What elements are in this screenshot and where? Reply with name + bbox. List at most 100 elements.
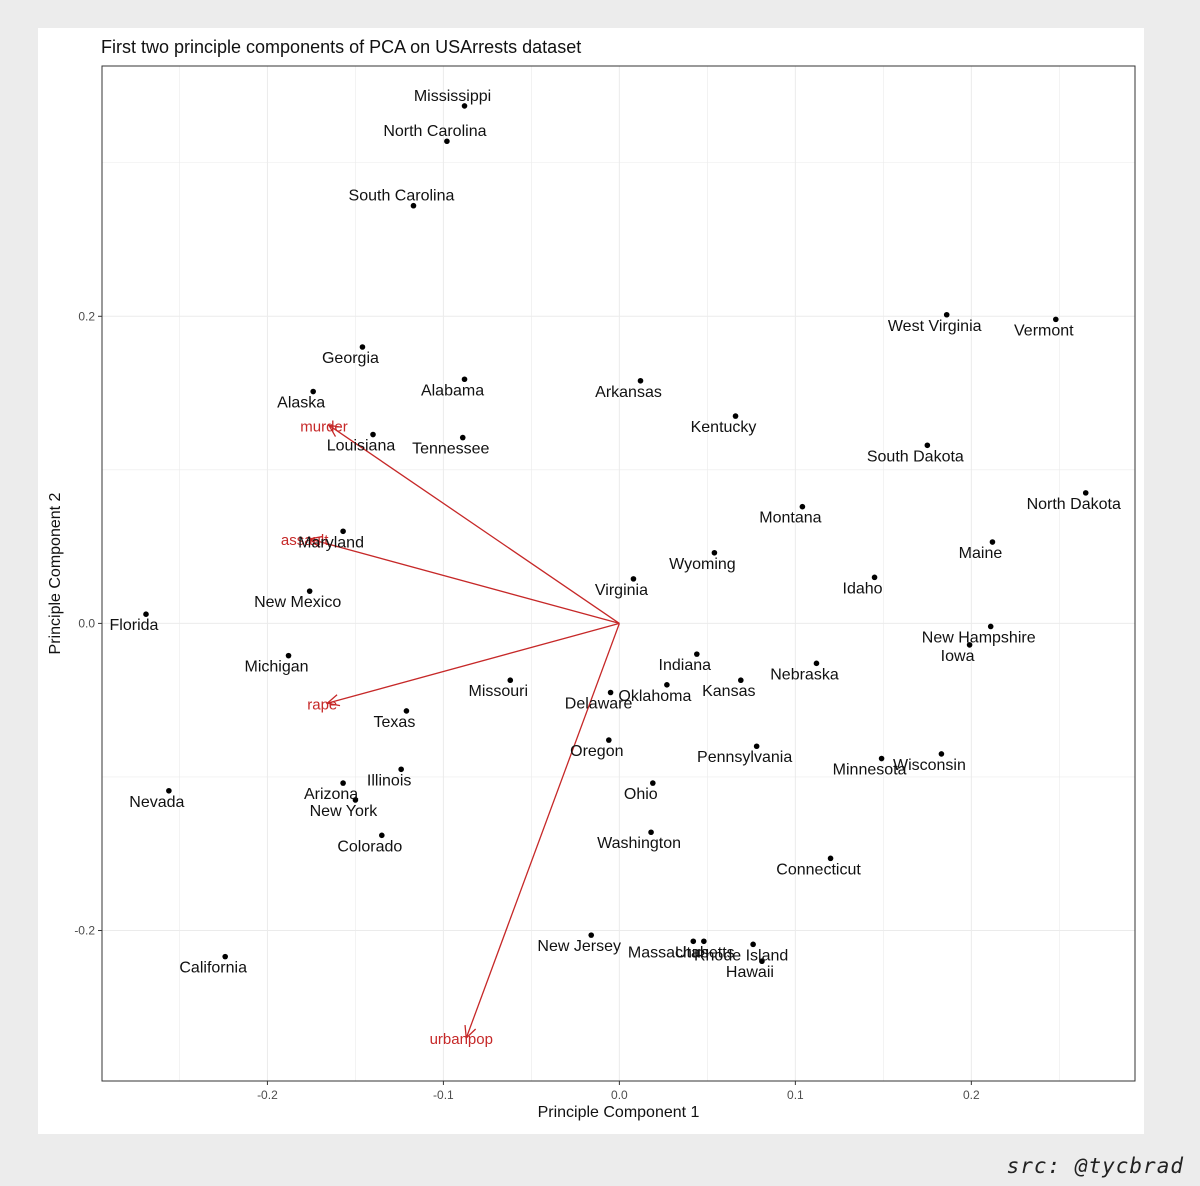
point-label-rhode-island: Rhode Island (694, 947, 788, 964)
point-illinois (398, 766, 404, 773)
point-idaho (871, 574, 878, 581)
loading-arrow-urbanpop: urbanpop (430, 623, 620, 1048)
point-label-florida: Florida (110, 617, 159, 634)
point-georgia (359, 344, 366, 350)
point-vermont (1053, 316, 1059, 323)
point-missouri (507, 677, 514, 684)
arrow-head (325, 694, 341, 707)
point-kansas (738, 677, 744, 684)
point-washington (648, 829, 654, 836)
x-tick-label: 0.0 (611, 1088, 628, 1102)
point-label-pennsylvania: Pennsylvania (697, 749, 792, 766)
axis-ticks: -0.2 -0.1 0.0 0.1 0.2 -0.2 0.0 0.2 (74, 309, 980, 1102)
arrow-shaft (328, 424, 620, 624)
point-wisconsin (938, 751, 945, 757)
arrow-head (464, 1025, 477, 1040)
point-label-connecticut: Connecticut (776, 861, 861, 878)
point-label-montana: Montana (759, 510, 821, 527)
point-iowa (966, 642, 973, 648)
x-axis-title: Principle Component 1 (538, 1104, 700, 1121)
point-florida (143, 611, 149, 617)
point-label-missouri: Missouri (468, 683, 528, 700)
point-label-nebraska: Nebraska (770, 666, 839, 683)
y-tick-label: 0.2 (78, 309, 95, 323)
loading-arrows: murder assault rape urbanpop (281, 418, 620, 1048)
loading-label-murder: murder (300, 418, 348, 435)
point-nebraska (813, 660, 820, 667)
point-label-utah: Utah (675, 944, 709, 961)
point-colorado (379, 832, 385, 839)
arrow-head (327, 424, 342, 437)
loading-label-rape: rape (307, 696, 337, 713)
point-label-kansas: Kansas (702, 683, 755, 700)
point-label-alabama: Alabama (421, 382, 484, 399)
point-label-north-dakota: North Dakota (1027, 496, 1121, 513)
point-label-mississippi: Mississippi (414, 88, 491, 105)
figure-panel: First two principle components of PCA on… (38, 28, 1144, 1134)
point-oregon (606, 737, 612, 743)
point-label-kentucky: Kentucky (691, 419, 757, 436)
loading-arrow-murder: murder (300, 418, 620, 624)
point-texas (403, 708, 410, 714)
point-louisiana (370, 431, 376, 438)
point-west-virginia (943, 311, 950, 318)
point-labels: Alabama Alaska Arizona Arkansas California Co… (110, 88, 1121, 981)
y-tick-label: -0.2 (74, 924, 95, 938)
chart-title: First two principle components of PCA on… (101, 37, 581, 57)
point-label-minnesota: Minnesota (833, 762, 907, 779)
point-south-carolina (410, 202, 417, 209)
point-connecticut (827, 855, 834, 862)
point-tennessee (459, 434, 466, 441)
point-label-nevada: Nevada (129, 794, 184, 811)
point-utah (701, 938, 707, 945)
y-tick-label: 0.0 (78, 616, 95, 630)
point-north-dakota (1082, 490, 1089, 496)
data-points (143, 103, 1089, 965)
point-label-alaska: Alaska (277, 395, 325, 412)
y-axis-title: Principle Component 2 (47, 492, 64, 654)
pca-biplot: First two principle components of PCA on… (47, 37, 1136, 1121)
point-south-dakota (924, 442, 931, 449)
point-kentucky (732, 413, 739, 419)
point-rhode-island (750, 941, 756, 948)
point-massachusetts (690, 938, 697, 945)
point-label-ohio: Ohio (624, 786, 658, 803)
point-label-wisconsin: Wisconsin (893, 757, 966, 774)
arrow-shaft (327, 622, 620, 704)
point-wyoming (711, 549, 718, 556)
point-new-jersey (588, 932, 595, 938)
x-tick-label: 0.1 (787, 1088, 804, 1102)
point-delaware (607, 689, 614, 696)
point-label-virginia: Virginia (595, 582, 648, 599)
loading-arrow-assault: assault (281, 532, 620, 625)
point-hawaii (759, 958, 765, 965)
point-label-georgia: Georgia (322, 350, 379, 367)
point-label-maine: Maine (959, 545, 1003, 562)
point-indiana (694, 651, 700, 657)
point-pennsylvania (753, 743, 760, 750)
loading-label-assault: assault (281, 532, 329, 549)
point-maryland (340, 528, 346, 535)
point-new-mexico (306, 588, 313, 594)
loading-label-urbanpop: urbanpop (430, 1031, 493, 1048)
x-tick-label: -0.1 (433, 1088, 454, 1102)
point-label-new-jersey: New Jersey (537, 938, 621, 955)
point-label-north-carolina: North Carolina (383, 123, 486, 140)
arrow-head (308, 535, 323, 548)
point-label-massachusetts: Massachusetts (628, 944, 735, 961)
point-label-delaware: Delaware (565, 696, 633, 713)
point-california (222, 953, 228, 960)
x-tick-label: 0.2 (963, 1088, 980, 1102)
arrow-shaft (465, 623, 620, 1039)
point-label-vermont: Vermont (1014, 322, 1074, 339)
point-label-colorado: Colorado (337, 838, 402, 855)
point-arizona (340, 780, 346, 786)
point-alaska (310, 388, 316, 395)
x-tick-label: -0.2 (257, 1088, 278, 1102)
point-arkansas (637, 377, 644, 384)
point-label-maryland: Maryland (298, 534, 364, 551)
point-nevada (166, 787, 172, 794)
point-oklahoma (664, 682, 670, 688)
point-label-arkansas: Arkansas (595, 384, 662, 401)
point-label-washington: Washington (597, 835, 681, 852)
